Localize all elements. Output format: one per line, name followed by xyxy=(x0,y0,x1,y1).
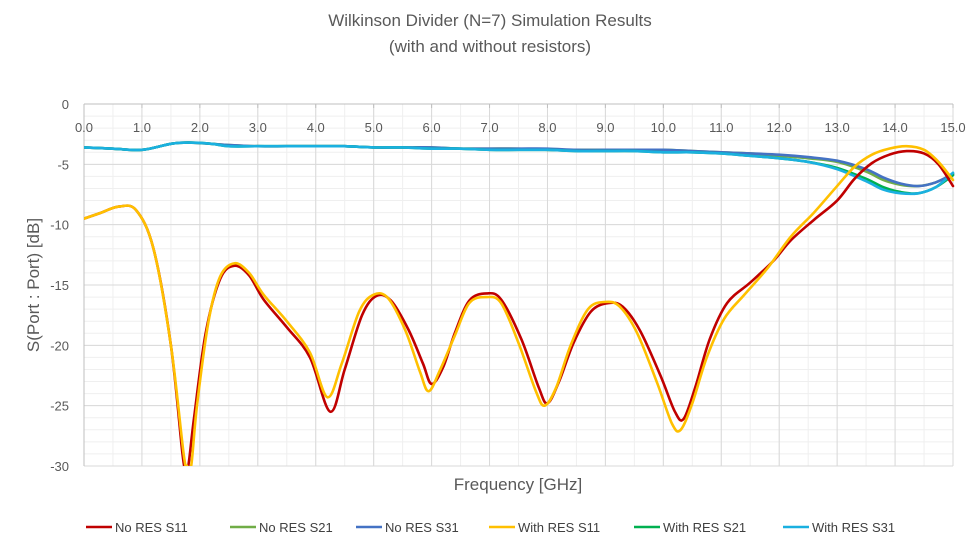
x-tick-label: 6.0 xyxy=(423,120,441,135)
x-tick-label: 11.0 xyxy=(709,120,733,135)
y-tick-label: -5 xyxy=(57,157,69,172)
legend-label: With RES S11 xyxy=(518,520,600,535)
legend-label: No RES S31 xyxy=(385,520,459,535)
x-tick-label: 10.0 xyxy=(651,120,676,135)
x-tick-label: 4.0 xyxy=(307,120,325,135)
x-tick-label: 1.0 xyxy=(133,120,151,135)
legend-item-no-res-s11: No RES S11 xyxy=(86,520,188,535)
x-tick-label: 2.0 xyxy=(191,120,209,135)
y-tick-label: -20 xyxy=(50,338,69,353)
x-tick-label: 12.0 xyxy=(767,120,792,135)
series-line-with-res-s11 xyxy=(84,144,955,466)
axes xyxy=(83,103,954,466)
chart-title: Wilkinson Divider (N=7) Simulation Resul… xyxy=(328,11,652,30)
series-line-no-res-s11 xyxy=(84,149,955,466)
legend-label: With RES S31 xyxy=(812,520,895,535)
legend-label: No RES S11 xyxy=(115,520,188,535)
legend-label: With RES S21 xyxy=(663,520,746,535)
legend-item-no-res-s21: No RES S21 xyxy=(230,520,333,535)
x-tick-label: 13.0 xyxy=(824,120,849,135)
legend: No RES S11 No RES S21 No RES S31 With RES S… xyxy=(86,520,895,535)
tick-labels: 0.0 1.0 2.0 3.0 4.0 5.0 6.0 7.0 8.0 9.0 10.0 11.0 12… xyxy=(50,97,965,474)
y-axis-title: S(Port : Port) [dB] xyxy=(24,218,43,352)
series-line-with-res-s31 xyxy=(84,141,955,196)
y-tick-label: -30 xyxy=(50,459,69,474)
y-tick-label: -25 xyxy=(50,399,69,414)
legend-item-with-res-s11: With RES S11 xyxy=(489,520,600,535)
x-tick-label: 9.0 xyxy=(596,120,614,135)
x-tick-label: 5.0 xyxy=(365,120,383,135)
x-tick-label: 14.0 xyxy=(882,120,907,135)
legend-label: No RES S21 xyxy=(259,520,333,535)
x-tick-label: 7.0 xyxy=(480,120,498,135)
series-lines xyxy=(84,141,955,466)
x-tick-label: 15.0 xyxy=(940,120,965,135)
legend-item-with-res-s31: With RES S31 xyxy=(783,520,895,535)
y-tick-label: -15 xyxy=(50,278,69,293)
x-axis-title: Frequency [GHz] xyxy=(454,475,583,494)
gridlines xyxy=(83,103,954,467)
y-tick-label: -10 xyxy=(50,218,69,233)
x-tick-label: 3.0 xyxy=(249,120,267,135)
x-tick-label: 0.0 xyxy=(75,120,93,135)
x-tick-label: 8.0 xyxy=(538,120,556,135)
chart-subtitle: (with and without resistors) xyxy=(389,37,591,56)
legend-item-no-res-s31: No RES S31 xyxy=(356,520,459,535)
y-tick-label: 0 xyxy=(62,97,69,112)
legend-item-with-res-s21: With RES S21 xyxy=(634,520,746,535)
